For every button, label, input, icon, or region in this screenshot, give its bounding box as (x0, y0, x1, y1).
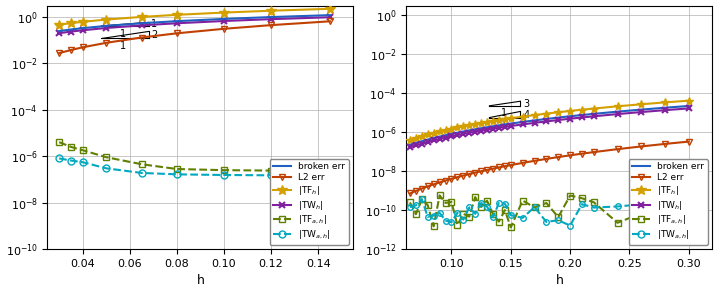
Text: 1: 1 (501, 108, 507, 118)
X-axis label: h: h (197, 275, 205, 287)
Text: 1: 1 (120, 29, 126, 39)
Text: 1: 1 (151, 19, 157, 29)
Text: 3: 3 (523, 98, 529, 108)
Text: 1: 1 (501, 120, 507, 130)
Text: 1: 1 (120, 41, 126, 51)
Legend: broken err, L2 err, |TF$_h$|, |TW$_h$|, |TF$_{a,h}$|, |TW$_{a,h}$|: broken err, L2 err, |TF$_h$|, |TW$_h$|, … (269, 159, 349, 245)
Text: 2: 2 (151, 30, 157, 40)
Text: 4: 4 (523, 110, 529, 120)
Legend: broken err, L2 err, |TF$_h$|, |TW$_h$|, |TF$_{a,h}$|, |TW$_{a,h}$|: broken err, L2 err, |TF$_h$|, |TW$_h$|, … (628, 159, 708, 245)
X-axis label: h: h (556, 275, 564, 287)
